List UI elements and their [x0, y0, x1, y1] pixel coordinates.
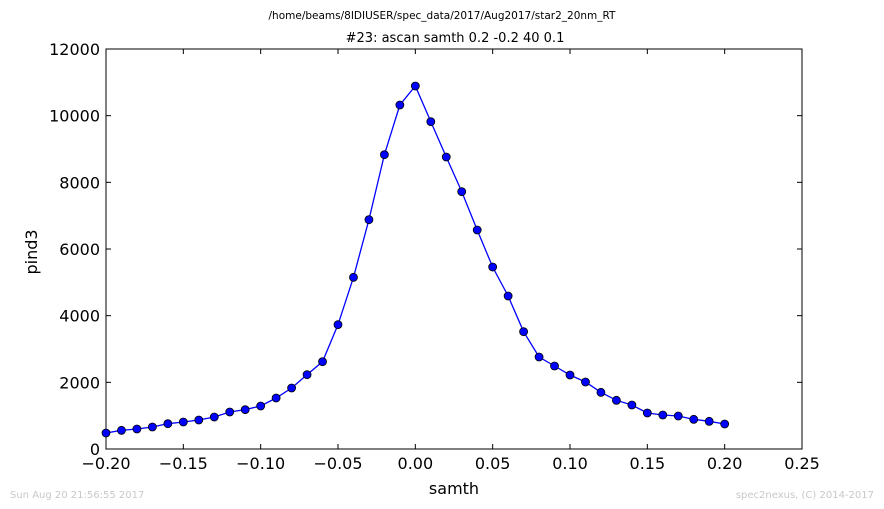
x-axis-label: samth [429, 479, 479, 498]
data-point [395, 100, 405, 110]
footer-credit: spec2nexus, (C) 2014-2017 [736, 490, 874, 501]
x-tick-label: −0.20 [81, 454, 130, 473]
data-point [410, 81, 420, 91]
x-tick-label: 0.15 [630, 454, 666, 473]
data-point [720, 419, 730, 429]
data-point [689, 414, 699, 424]
data-point [457, 187, 467, 197]
y-tick-label: 8000 [59, 173, 100, 192]
data-point [426, 117, 436, 127]
data-point [209, 412, 219, 422]
data-point [287, 383, 297, 393]
y-axis-label: pind3 [22, 229, 41, 274]
data-point [271, 393, 281, 403]
x-tick-label: 0.10 [552, 454, 588, 473]
data-point [147, 422, 157, 432]
data-point [534, 352, 544, 362]
data-point [441, 152, 451, 162]
data-point [627, 400, 637, 410]
data-series [101, 81, 730, 438]
data-point [673, 411, 683, 421]
data-point [581, 377, 590, 387]
data-point [472, 225, 482, 235]
x-tick-label: −0.15 [159, 454, 208, 473]
x-tick-label: 0.00 [398, 454, 434, 473]
y-axis-ticks: 0 2000 4000 6000 8000 10000 12000 [49, 40, 802, 459]
y-tick-label: 2000 [59, 373, 100, 392]
data-point [503, 291, 513, 301]
y-tick-label: 4000 [59, 307, 100, 326]
data-point [194, 415, 204, 425]
data-point [178, 417, 188, 427]
data-point [318, 357, 327, 367]
y-tick-label: 10000 [49, 107, 100, 126]
data-point [117, 425, 126, 435]
data-point [704, 416, 714, 426]
chart-suptitle: /home/beams/8IDIUSER/spec_data/2017/Aug2… [269, 10, 617, 22]
data-point [642, 408, 652, 418]
y-tick-label: 0 [90, 440, 100, 459]
x-tick-label: −0.05 [313, 454, 362, 473]
data-point [488, 262, 498, 272]
y-tick-label: 12000 [49, 40, 100, 59]
data-point [658, 410, 668, 420]
data-point [163, 419, 173, 429]
y-tick-label: 6000 [59, 240, 100, 259]
data-point [519, 327, 528, 337]
footer-timestamp: Sun Aug 20 21:56:55 2017 [10, 490, 144, 501]
plot-area [105, 48, 803, 450]
data-point [612, 395, 621, 405]
data-point [101, 428, 111, 438]
data-point [333, 320, 343, 330]
data-point [379, 150, 389, 160]
x-axis-ticks: −0.20 −0.15 −0.10 −0.05 0.00 0.05 0.10 0.15 0.20… [81, 49, 820, 473]
data-point [364, 215, 374, 225]
data-point [565, 370, 575, 380]
data-point [240, 405, 250, 415]
data-point [132, 424, 142, 434]
data-point [550, 361, 559, 371]
data-point [225, 407, 235, 417]
data-point [596, 387, 606, 397]
data-point [349, 272, 358, 282]
x-tick-label: 0.05 [475, 454, 511, 473]
x-tick-label: 0.20 [707, 454, 743, 473]
data-point [302, 370, 312, 380]
x-tick-label: 0.25 [784, 454, 820, 473]
chart-title: #23: ascan samth 0.2 -0.2 40 0.1 [346, 31, 565, 46]
x-tick-label: −0.10 [236, 454, 285, 473]
data-point [256, 401, 266, 411]
